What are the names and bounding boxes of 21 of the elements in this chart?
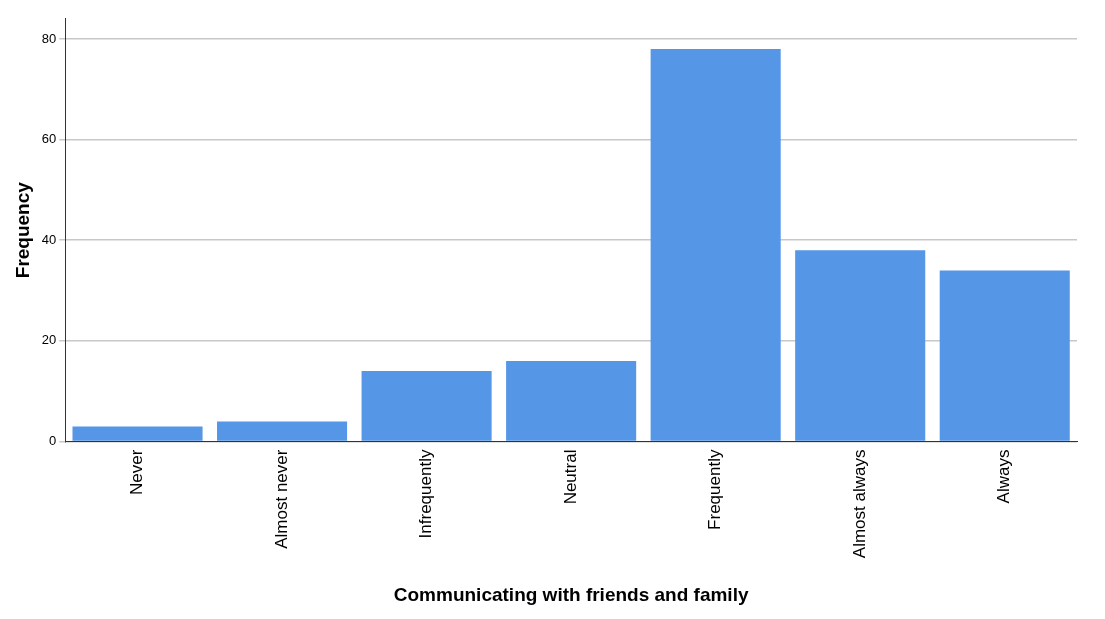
bar	[506, 361, 637, 441]
bar	[72, 426, 203, 441]
x-tick-label: Always	[994, 449, 1014, 504]
bar	[795, 250, 926, 441]
x-tick-label: Almost always	[849, 449, 869, 559]
y-tick-label: 40	[41, 231, 57, 247]
bar	[217, 421, 348, 441]
x-tick-label: Frequently	[705, 449, 725, 530]
x-tick-label: Infrequently	[416, 449, 436, 539]
x-tick-label: Never	[127, 449, 147, 495]
y-tick-label: 60	[41, 131, 57, 147]
x-axis-title: Communicating with friends and family	[393, 583, 749, 605]
y-tick-label: 0	[49, 433, 57, 449]
bar	[650, 49, 781, 441]
bar	[361, 371, 492, 441]
y-axis-title: Frequency	[11, 181, 33, 279]
x-tick-label: Almost never	[271, 449, 291, 549]
y-tick-label: 80	[41, 30, 57, 46]
x-tick-label: Neutral	[560, 449, 580, 505]
y-tick-label: 20	[41, 332, 57, 348]
bar	[939, 270, 1070, 441]
